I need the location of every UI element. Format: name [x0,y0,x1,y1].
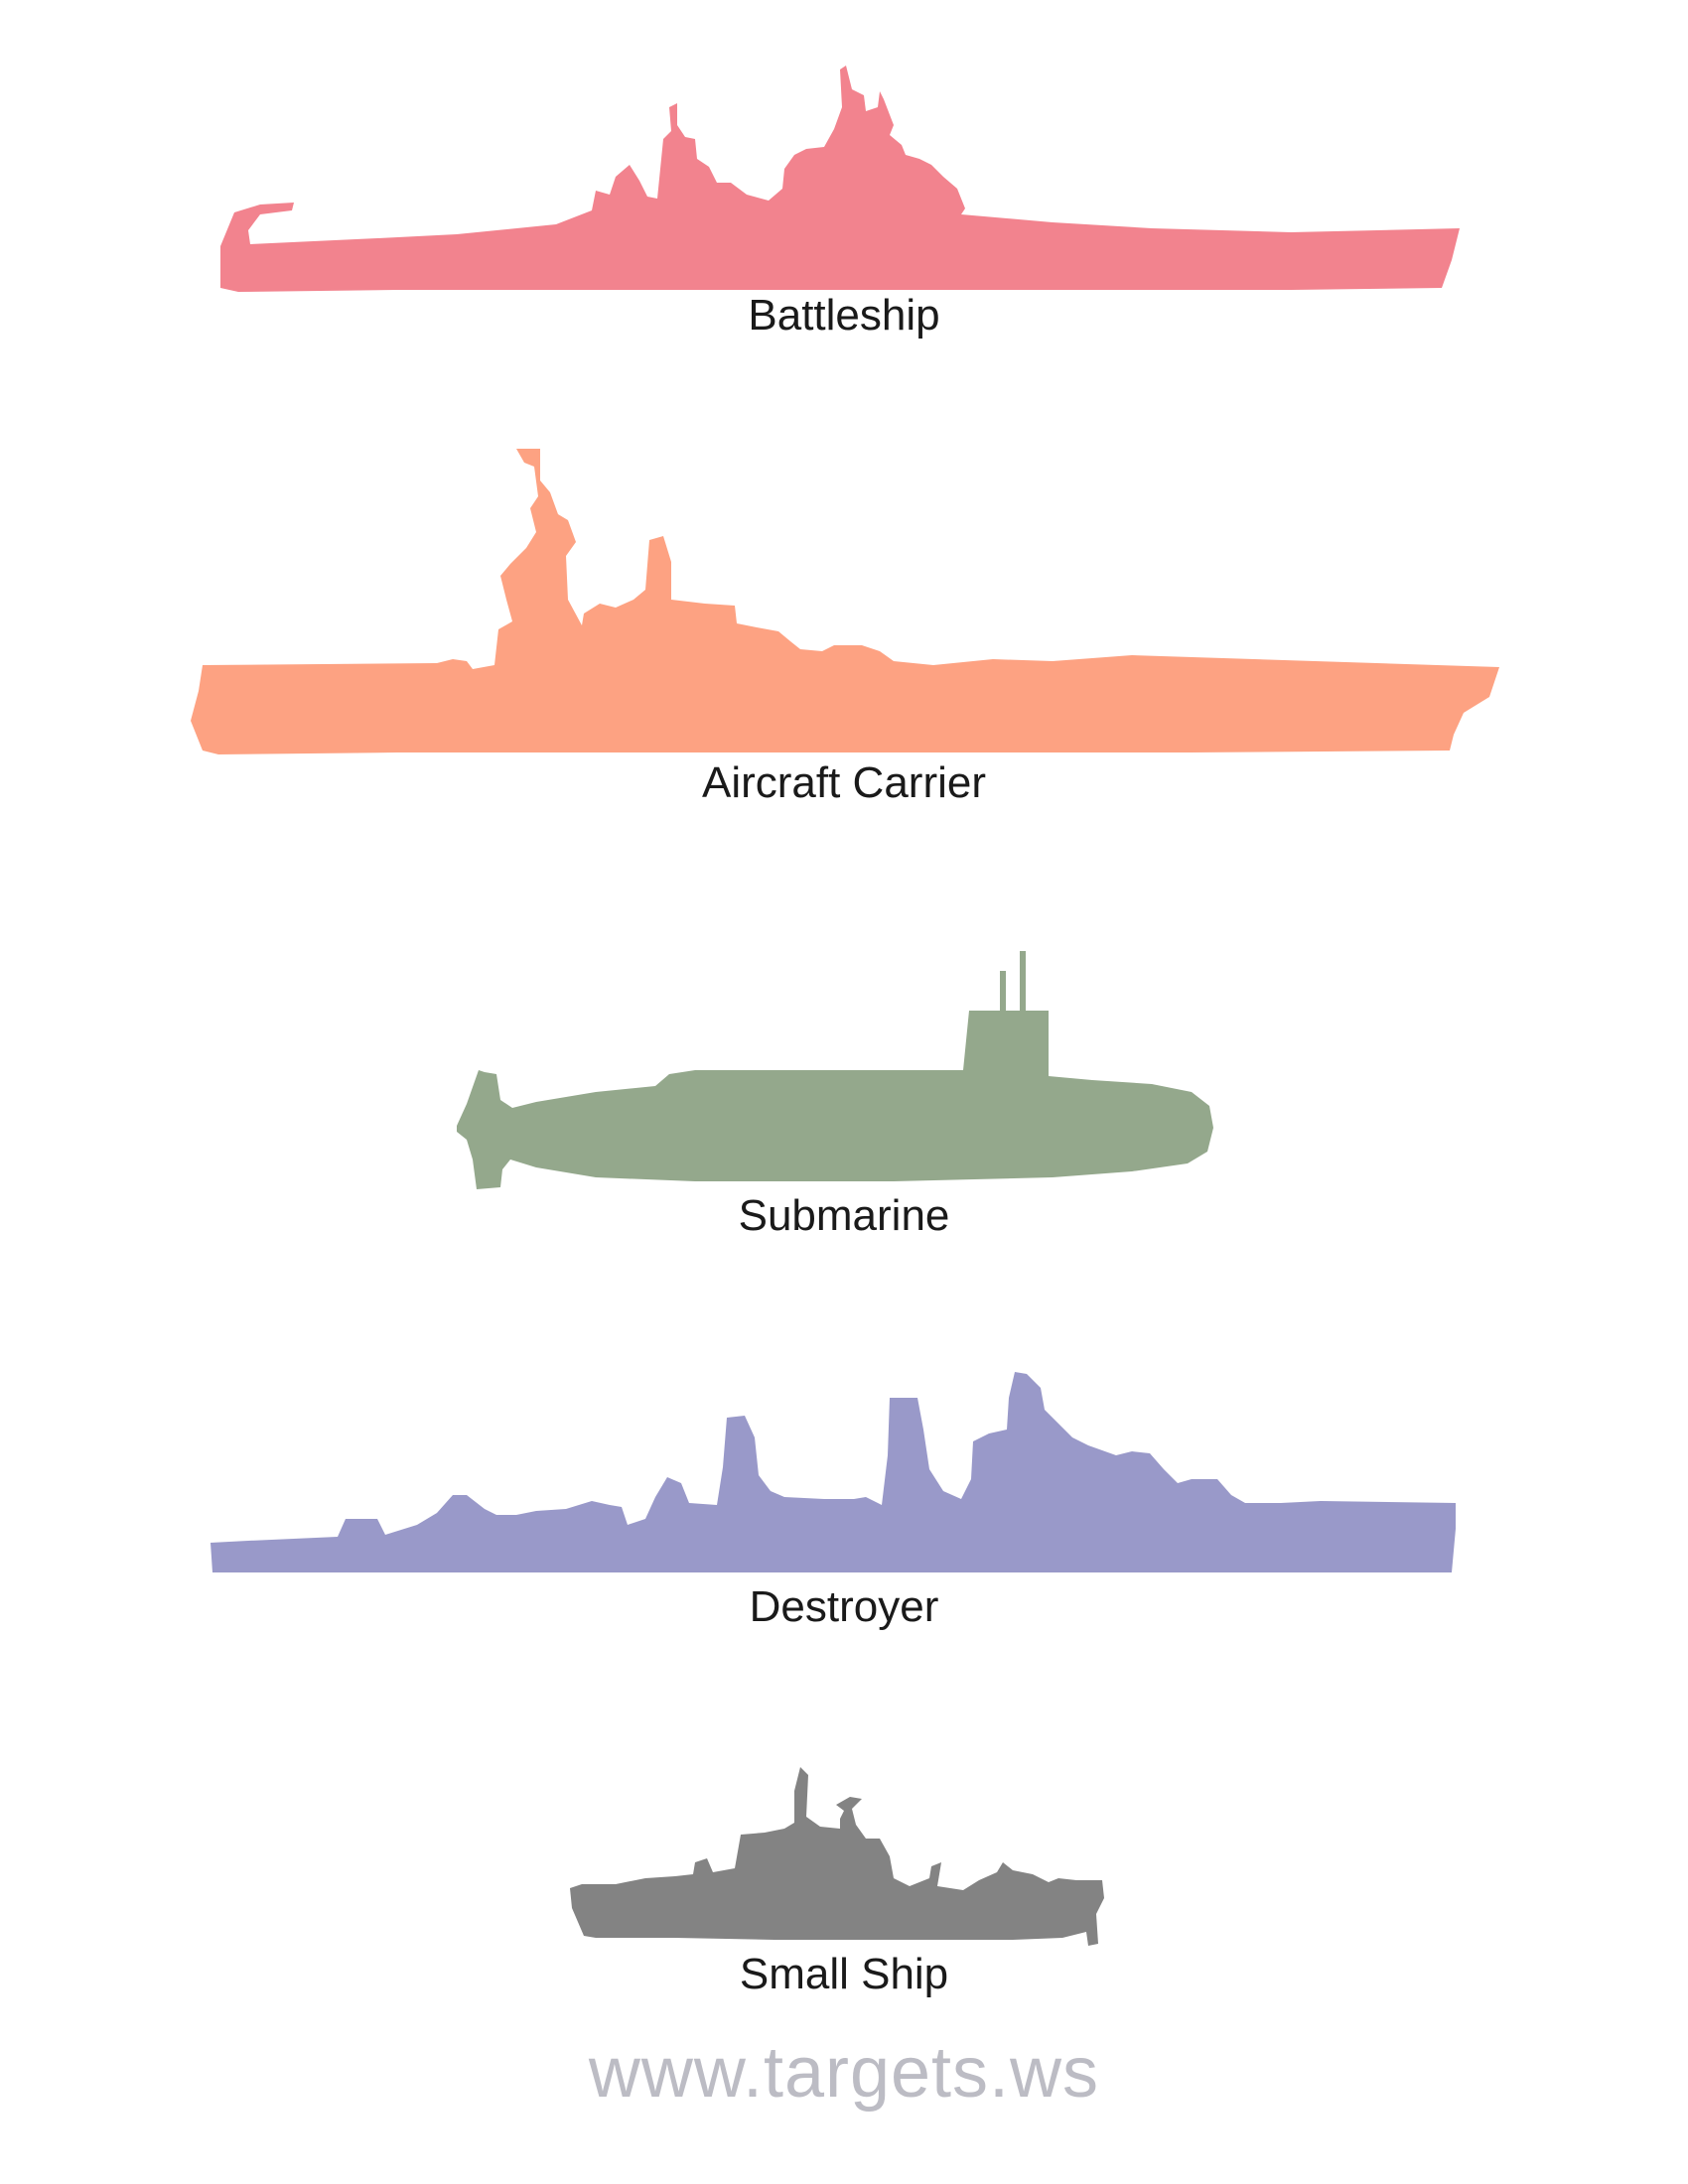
watermark: www.targets.ws [588,2033,1100,2113]
small-ship-label: Small Ship [739,1950,949,1998]
submarine-label: Submarine [738,1191,950,1240]
submarine-icon [457,951,1213,1189]
battleship-label: Battleship [748,291,940,340]
aircraft-carrier-icon [191,449,1499,754]
battleship-icon [220,66,1460,292]
destroyer-icon [211,1372,1456,1572]
destroyer-label: Destroyer [749,1582,939,1631]
small-ship-icon [570,1767,1104,1946]
aircraft-carrier-label: Aircraft Carrier [701,758,987,807]
